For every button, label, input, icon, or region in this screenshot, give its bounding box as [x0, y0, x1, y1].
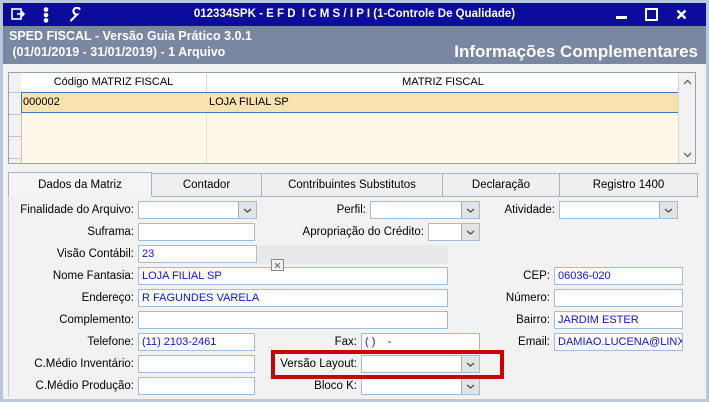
- selector-cell[interactable]: [9, 93, 21, 115]
- chevron-down-icon[interactable]: [461, 356, 479, 372]
- toolbar-icons: [10, 3, 82, 26]
- visao-contabil-field[interactable]: 23: [138, 245, 257, 263]
- finalidade-arquivo-select[interactable]: Arquivo Original: [138, 201, 257, 219]
- column-header-matriz[interactable]: MATRIZ FISCAL: [402, 76, 484, 88]
- grid-column-divider: [206, 113, 207, 163]
- fax-label: Fax:: [334, 336, 357, 348]
- sped-version-text: SPED FISCAL - Versão Guia Prático 3.0.1: [9, 29, 252, 43]
- suframa-field[interactable]: [138, 223, 255, 241]
- table-row[interactable]: 000002 LOJA FILIAL SP: [21, 92, 679, 113]
- tab-declaracao[interactable]: Declaração: [443, 173, 560, 197]
- chevron-down-icon[interactable]: [659, 202, 677, 218]
- scroll-down-icon[interactable]: [679, 147, 695, 162]
- chevron-down-icon[interactable]: [461, 224, 479, 240]
- apropriacao-credito-label: Apropriação do Crédito:: [302, 226, 424, 238]
- title-bar: 012334SPK - E F D I C M S / I P I (1-Con…: [3, 3, 706, 26]
- window-title: 012334SPK - E F D I C M S / I P I (1-Con…: [193, 8, 516, 20]
- selector-cell: [9, 73, 21, 93]
- telefone-field[interactable]: (11) 2103-2461: [138, 333, 255, 351]
- fax-field[interactable]: ( ) -: [361, 333, 480, 351]
- page-header: SPED FISCAL - Versão Guia Prático 3.0.1 …: [3, 26, 706, 64]
- apropriacao-credito-select[interactable]: Com di: [428, 223, 480, 241]
- suframa-label: Suframa:: [87, 226, 134, 238]
- c-medio-inventario-label: C.Médio Inventário:: [34, 358, 134, 370]
- wrench-icon[interactable]: [66, 7, 82, 23]
- perfil-select[interactable]: Perfil A: [370, 201, 480, 219]
- visao-contabil-description-field: [258, 245, 448, 264]
- grid-scrollbar[interactable]: [678, 73, 695, 163]
- bloco-k-label: Bloco K:: [314, 380, 357, 392]
- selector-cell[interactable]: [9, 115, 21, 137]
- clear-icon[interactable]: [271, 259, 284, 271]
- nome-fantasia-label: Nome Fantasia:: [52, 270, 134, 282]
- column-header-codigo[interactable]: Código MATRIZ FISCAL: [21, 73, 207, 92]
- chevron-down-icon[interactable]: [461, 202, 479, 218]
- grid-header-row: Código MATRIZ FISCAL MATRIZ FISCAL: [21, 73, 679, 93]
- versao-layout-label: Versão Layout:: [280, 358, 357, 370]
- window-controls: [615, 3, 688, 26]
- atividade-select[interactable]: Industrial: [559, 201, 678, 219]
- form-export-icon[interactable]: [10, 7, 26, 23]
- chevron-down-icon[interactable]: [461, 378, 479, 394]
- minimize-icon[interactable]: [615, 8, 628, 21]
- bloco-k-select[interactable]: [361, 377, 480, 395]
- maximize-icon[interactable]: [645, 8, 658, 21]
- bairro-field[interactable]: JARDIM ESTER: [554, 311, 683, 329]
- numero-field[interactable]: [554, 289, 683, 307]
- versao-layout-select[interactable]: 014 (01/01/2020): [361, 355, 480, 373]
- endereco-label: Endereço:: [81, 292, 134, 304]
- tab-contador[interactable]: Contador: [152, 173, 262, 197]
- c-medio-producao-field[interactable]: [138, 377, 255, 395]
- chevron-down-icon[interactable]: [238, 202, 256, 218]
- endereco-field[interactable]: R FAGUNDES VARELA: [138, 289, 448, 307]
- tab-contribuintes-substitutos[interactable]: Contribuintes Substitutos: [262, 173, 443, 197]
- page-title: Informações Complementares: [454, 42, 698, 61]
- panel-left-edge: [8, 197, 9, 397]
- complemento-label: Complemento:: [59, 314, 134, 326]
- c-medio-inventario-field[interactable]: [138, 355, 255, 373]
- tab-dados-da-matriz[interactable]: Dados da Matriz: [8, 172, 152, 197]
- c-medio-producao-label: C.Médio Produção:: [35, 380, 134, 392]
- email-field[interactable]: DAMIAO.LUCENA@LINX.C: [554, 333, 683, 351]
- bairro-label: Bairro:: [516, 314, 550, 326]
- cep-label: CEP:: [523, 270, 550, 282]
- cep-field[interactable]: 06036-020: [554, 267, 683, 285]
- telefone-label: Telefone:: [87, 336, 134, 348]
- perfil-label: Perfil:: [336, 204, 366, 216]
- tab-registro-1400[interactable]: Registro 1400: [560, 173, 698, 197]
- selector-cell[interactable]: [9, 137, 21, 159]
- numero-label: Número:: [505, 292, 550, 304]
- period-text: (01/01/2019 - 31/01/2019) - 1 Arquivo: [9, 45, 226, 59]
- tabstrip: Dados da Matriz Contador Contribuintes S…: [8, 172, 698, 197]
- cell-codigo: 000002: [23, 96, 60, 108]
- close-icon[interactable]: [675, 8, 688, 21]
- atividade-label: Atividade:: [504, 204, 555, 216]
- cell-matriz: LOJA FILIAL SP: [209, 96, 289, 108]
- visao-contabil-label: Visão Contábil:: [56, 248, 134, 260]
- email-label: Email:: [518, 336, 550, 348]
- complemento-field[interactable]: [138, 311, 448, 329]
- finalidade-arquivo-label: Finalidade do Arquivo:: [20, 204, 134, 216]
- row-selector-column: [9, 73, 22, 163]
- traffic-light-icon[interactable]: [38, 6, 54, 23]
- scroll-up-icon[interactable]: [679, 74, 695, 89]
- matriz-fiscal-grid: Código MATRIZ FISCAL MATRIZ FISCAL 00000…: [8, 72, 696, 164]
- nome-fantasia-field[interactable]: LOJA FILIAL SP: [138, 267, 448, 285]
